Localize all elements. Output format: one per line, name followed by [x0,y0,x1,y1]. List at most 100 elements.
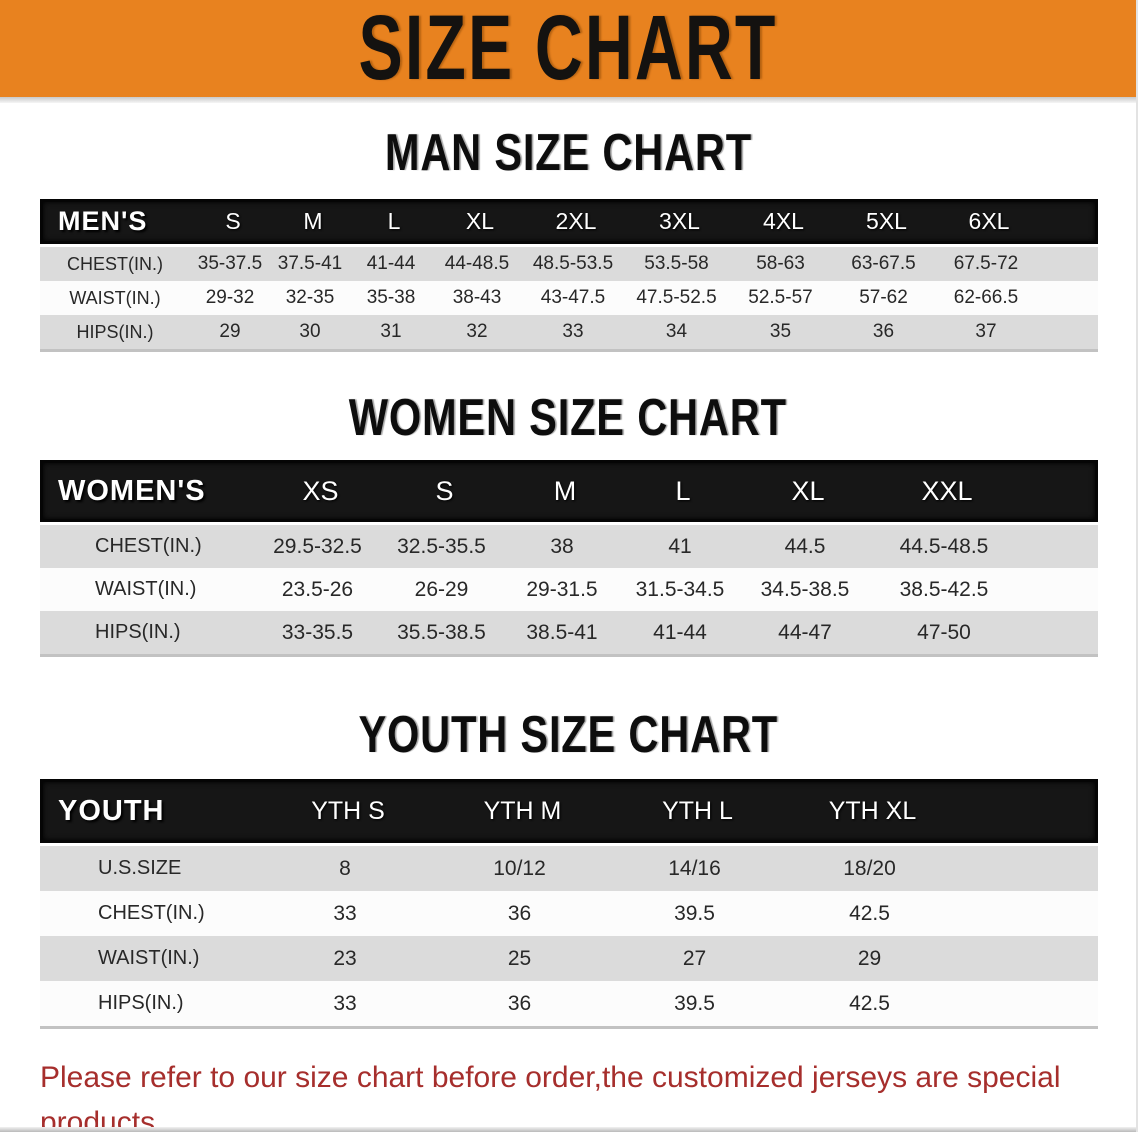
row-label-cell: CHEST(IN.) [67,253,163,274]
value-cell: 41-44 [653,620,707,644]
value-cell: 47.5-52.5 [636,287,717,308]
measurement-row: WAIST(IN.) 23 25 27 29 [40,936,1098,981]
value-cell: 36 [507,991,532,1015]
value-cell: 38.5-42.5 [899,577,989,601]
value-cell: 34 [665,321,688,342]
value-cell: 44.5 [784,534,826,558]
men-table-body: CHEST(IN.) 35-37.5 37.5-41 41-44 44-48.5 48.5… [40,247,1098,349]
measurement-row: HIPS(IN.) 33 36 39.5 42.5 [40,981,1098,1026]
women-table-label: WOMEN'S [58,474,206,507]
header-size-cell: M [553,475,577,506]
banner-divider [0,97,1136,103]
value-cell: 57-62 [859,287,908,308]
youth-size-table: YOUTH YTH S YTH M YTH L YTH XL U.S.SIZE 8 10/… [40,779,1098,1029]
value-cell: 42.5 [849,901,890,925]
header-size-cell: YTH S [311,796,385,825]
value-cell: 30 [299,321,321,342]
women-size-table: WOMEN'S XS S M L XL XXL CHEST(IN.) 29.5-32.5 32… [40,460,1098,657]
value-cell: 39.5 [674,991,715,1015]
value-cell: 52.5-57 [748,287,813,308]
row-label-cell: HIPS(IN.) [95,621,181,643]
men-table-label: MEN'S [58,206,148,236]
value-cell: 35-37.5 [197,253,263,274]
measurement-row: CHEST(IN.) 33 36 39.5 42.5 [40,891,1098,936]
measurement-row: CHEST(IN.) 35-37.5 37.5-41 41-44 44-48.5 48.5… [40,247,1098,281]
header-size-cell: YTH M [483,796,562,825]
value-cell: 53.5-58 [644,253,709,274]
value-cell: 35 [769,321,792,342]
youth-table-label: YOUTH [58,794,165,827]
women-heading-text: WOMEN SIZE CHART [348,389,788,447]
value-cell: 38.5-41 [526,620,598,644]
value-cell: 41 [668,534,692,558]
header-size-cell: XS [302,475,339,506]
header-size-cell: XXL [921,475,973,506]
value-cell: 18/20 [843,856,896,880]
value-cell: 25 [507,946,532,970]
value-cell: 29 [219,321,241,342]
value-cell: 38-43 [452,287,502,308]
header-size-cell: L [387,208,401,234]
value-cell: 38 [550,534,574,558]
value-cell: 32 [466,321,488,342]
value-cell: 42.5 [849,991,890,1015]
value-cell: 33 [333,901,357,925]
value-cell: 34.5-38.5 [760,577,850,601]
value-cell: 43-47.5 [540,287,606,308]
value-cell: 67.5-72 [953,253,1019,274]
value-cell: 8 [339,856,351,880]
youth-table-body: U.S.SIZE 8 10/12 14/16 18/20 CHEST(IN.) 33 36 39… [40,846,1098,1026]
value-cell: 58-63 [756,253,805,274]
value-cell: 33-35.5 [281,620,354,644]
value-cell: 35.5-38.5 [397,620,486,644]
value-cell: 44-48.5 [444,253,510,274]
header-size-cell: 4XL [763,208,804,234]
men-section-heading: MAN SIZE CHART [0,123,1136,182]
value-cell: 31.5-34.5 [635,577,725,601]
measurement-row: WAIST(IN.) 23.5-26 26-29 29-31.5 31.5-34.5 34… [40,568,1098,611]
header-size-cell: S [435,475,454,506]
header-size-cell: YTH XL [828,796,917,825]
value-cell: 39.5 [674,901,715,925]
header-size-cell: 6XL [968,208,1010,234]
footer-line-1: Please refer to our size chart before or… [40,1061,1061,1132]
value-cell: 26-29 [414,577,469,601]
value-cell: 23 [333,946,357,970]
value-cell: 62-66.5 [953,287,1019,308]
value-cell: 33 [333,991,357,1015]
value-cell: 29-31.5 [526,577,598,601]
header-size-cell: XL [791,475,825,506]
value-cell: 32.5-35.5 [397,534,486,558]
value-cell: 37.5-41 [277,253,343,274]
row-label-cell: WAIST(IN.) [98,947,200,969]
header-size-cell: L [675,475,691,506]
youth-table-header-row: YOUTH YTH S YTH M YTH L YTH XL [40,779,1098,843]
header-size-cell: S [225,208,241,234]
value-cell: 47-50 [917,620,971,644]
value-cell: 35-38 [366,287,416,308]
value-cell: 10/12 [493,856,546,880]
footer-note: Please refer to our size chart before or… [40,1055,1115,1132]
value-cell: 14/16 [668,856,721,880]
value-cell: 63-67.5 [851,253,916,274]
row-label-cell: WAIST(IN.) [69,287,161,308]
value-cell: 36 [872,321,895,342]
measurement-row: HIPS(IN.) 29 30 31 32 33 34 35 36 37 [40,315,1098,349]
value-cell: 36 [507,901,532,925]
men-size-table: MEN'S S M L XL 2XL 3XL 4XL 5XL 6XL CHEST(IN.) 35-… [40,199,1098,352]
measurement-row: HIPS(IN.) 33-35.5 35.5-38.5 38.5-41 41-44 44-… [40,611,1098,654]
value-cell: 29-32 [205,287,255,308]
measurement-row: WAIST(IN.) 29-32 32-35 35-38 38-43 43-47.5 47.… [40,281,1098,315]
youth-section-heading: YOUTH SIZE CHART [0,705,1136,764]
value-cell: 23.5-26 [281,577,354,601]
banner: SIZE CHART [0,0,1136,99]
men-table-header-row: MEN'S S M L XL 2XL 3XL 4XL 5XL 6XL [40,199,1098,244]
value-cell: 48.5-53.5 [532,253,614,274]
header-size-cell: 5XL [866,208,907,234]
measurement-row: U.S.SIZE 8 10/12 14/16 18/20 [40,846,1098,891]
row-label-cell: HIPS(IN.) [76,321,154,342]
header-size-cell: 3XL [659,208,700,234]
header-size-cell: 2XL [555,208,597,234]
row-label-cell: HIPS(IN.) [98,992,184,1014]
